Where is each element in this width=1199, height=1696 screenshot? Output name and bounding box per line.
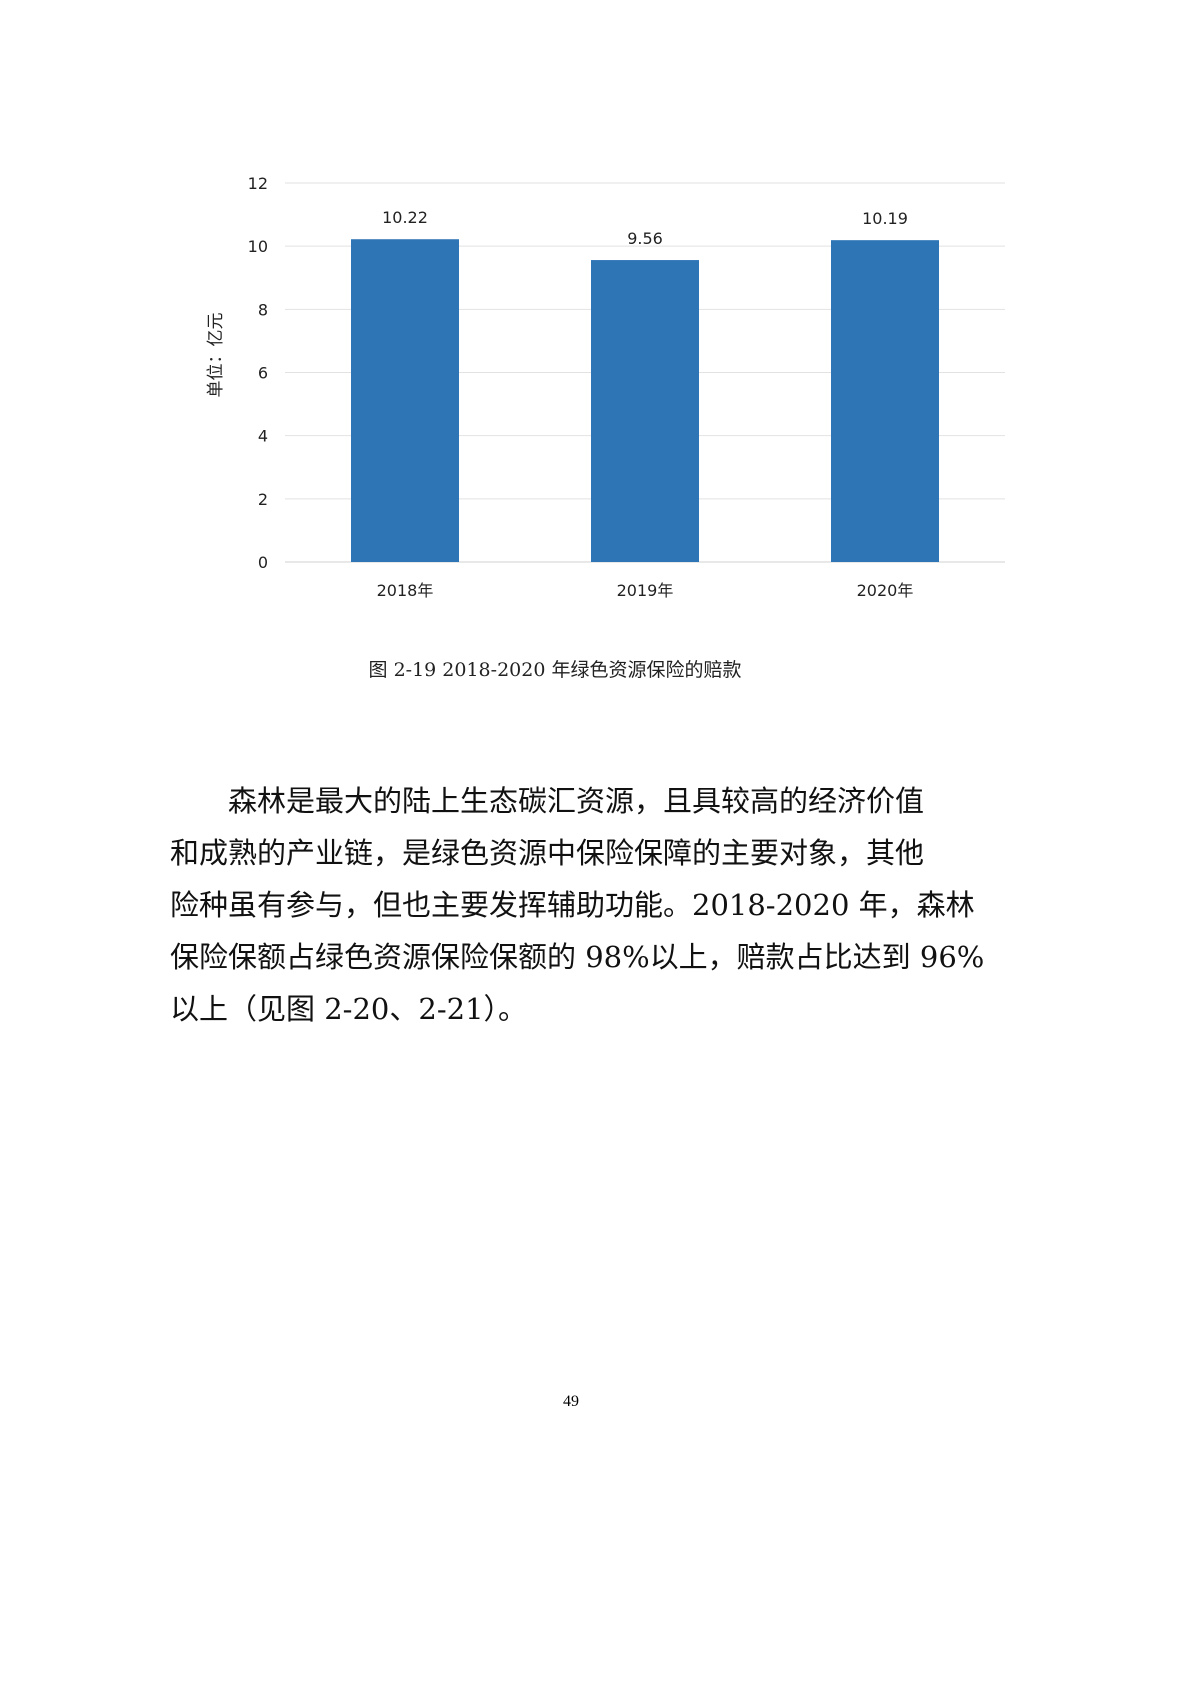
y-tick-label: 2 xyxy=(258,490,268,509)
bar-chart: 0 2 4 6 8 10 12 10.22 2018年 9.56 2019年 10.19 2020年 单位… xyxy=(206,174,1005,600)
data-label: 9.56 xyxy=(627,229,663,248)
bar xyxy=(591,260,699,562)
y-tick-label: 6 xyxy=(258,364,268,383)
page-number: 49 xyxy=(563,1393,579,1410)
data-label: 10.19 xyxy=(862,209,908,228)
bar xyxy=(831,240,939,562)
y-tick-label: 0 xyxy=(258,553,268,572)
x-tick-label: 2018年 xyxy=(377,581,434,600)
y-tick-label: 12 xyxy=(248,174,268,193)
paragraph-line: 以上（见图 2-20、2-21）。 xyxy=(170,992,528,1026)
paragraph-line: 森林是最大的陆上生态碳汇资源，且具较高的经济价值 xyxy=(228,784,925,818)
paragraph-line: 险种虽有参与，但也主要发挥辅助功能。2018-2020 年，森林 xyxy=(170,888,975,922)
data-label: 10.22 xyxy=(382,208,428,227)
y-tick-label: 8 xyxy=(258,300,268,319)
paragraph-line: 和成熟的产业链，是绿色资源中保险保障的主要对象，其他 xyxy=(170,836,925,870)
x-tick-label: 2019年 xyxy=(617,581,674,600)
figure-caption: 图 2-19 2018-2020 年绿色资源保险的赔款 xyxy=(368,659,742,681)
paragraph-line: 保险保额占绿色资源保险保额的 98%以上，赔款占比达到 96% xyxy=(170,940,985,974)
bar xyxy=(351,239,459,563)
y-axis-label: 单位：亿元 xyxy=(206,313,226,398)
body-paragraph: 森林是最大的陆上生态碳汇资源，且具较高的经济价值 和成熟的产业链，是绿色资源中保… xyxy=(170,775,990,1035)
y-tick-label: 4 xyxy=(258,427,268,446)
x-tick-label: 2020年 xyxy=(857,581,914,600)
y-tick-label: 10 xyxy=(248,237,268,256)
